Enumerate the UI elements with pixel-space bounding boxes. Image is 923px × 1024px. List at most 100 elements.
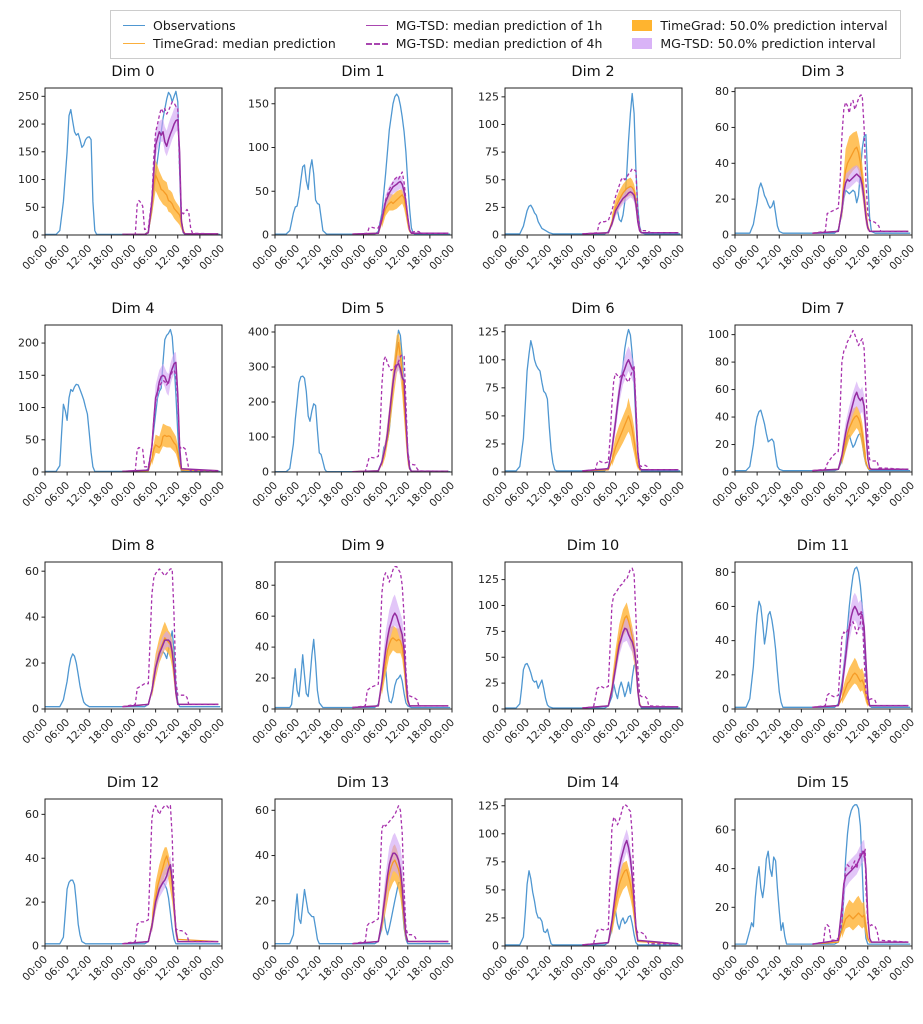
observations-line [45,630,221,708]
subplot-dim-5: Dim 5 0 100 200 300 400 00:00 06:00 12:00 18:00 00… [231,300,461,535]
y-tick-label: 25 [485,438,499,451]
timegrad-interval-band [841,131,868,232]
y-tick-label: 60 [715,383,729,396]
y-tick-label: 75 [485,855,499,868]
y-tick-label: 50 [485,883,499,896]
subplot-title: Dim 5 [341,301,385,317]
subplot-title: Dim 13 [336,775,390,791]
mgtsd-1h-median-line [352,362,449,473]
axes-box [734,798,913,947]
y-tick-label: 0 [262,466,269,479]
x-tick-label: 00:00 [197,243,227,273]
subplot-title: Dim 2 [571,64,615,80]
axes-box [44,87,223,236]
legend-label: MG-TSD: median prediction of 4h [395,36,603,51]
y-tick-label: 40 [255,641,269,654]
y-tick-label: 75 [485,381,499,394]
y-tick-label: 50 [485,409,499,422]
y-tick-label: 0 [492,703,499,716]
mgtsd-4h-median-line [582,803,679,946]
mgtsd-4h-median-line [122,568,219,708]
y-tick-label: 0 [32,229,39,242]
subplot-canvas: 010020030040000:0006:0012:0018:0000:0006… [248,324,457,510]
y-tick-label: 0 [262,229,269,242]
y-tick-label: 40 [715,862,729,875]
observations-line [735,804,911,945]
y-tick-label: 0 [32,703,39,716]
timegrad-interval-band [611,397,638,470]
subplot-title: Dim 8 [111,538,155,554]
y-tick-label: 40 [715,157,729,170]
subplot-canvas: 05010015020025000:0006:0012:0018:0000:00… [18,87,227,273]
axes-box [274,798,453,947]
observations-line [505,662,681,709]
observations-line [275,882,451,945]
observations-line [505,92,681,235]
legend-item-5: MG-TSD: 50.0% prediction interval [632,36,887,51]
timegrad-interval-band [841,895,868,943]
y-tick-label: 0 [722,466,729,479]
mgtsd-interval-band [381,832,406,940]
subplot-title: Dim 15 [796,775,850,791]
subplot-dim-12: Dim 12 0 20 40 60 00:00 06:00 12:00 18:00 00:00 06… [1,774,231,1009]
subplot-dim-7: Dim 7 0 20 40 60 80 100 00:00 06:00 12:00 18:00 00:… [691,300,921,535]
x-tick-label: 00:00 [657,480,687,510]
y-tick-label: 50 [485,651,499,664]
y-tick-label: 50 [25,433,39,446]
mgtsd-1h-median-line [582,627,679,709]
subplot-dim-1: Dim 1 0 50 100 150 00:00 06:00 12:00 18:00 00:00 0… [231,63,461,298]
timegrad-median-line [122,434,219,473]
x-tick-label: 00:00 [887,717,917,747]
mgtsd-4h-median-line [582,567,679,709]
subplot-dim-13: Dim 13 0 20 40 60 00:00 06:00 12:00 18:00 00:00 06… [231,774,461,1009]
mgtsd-interval-band [151,352,180,456]
mgtsd-4h-median-line [812,610,909,708]
timegrad-interval-band [611,602,638,699]
axes-box [504,87,683,236]
legend-line-swatch [123,43,145,44]
mgtsd-4h-median-line [352,171,449,235]
legend-item-3: MG-TSD: median prediction of 4h [365,36,603,51]
subplot-canvas: 025507510012500:0006:0012:0018:0000:0006… [478,324,687,510]
x-tick-label: 00:00 [657,717,687,747]
y-tick-label: 0 [492,940,499,953]
timegrad-median-line [812,672,909,708]
mgtsd-interval-band [611,617,638,699]
subplot-title: Dim 12 [106,775,160,791]
mgtsd-1h-median-line [582,191,679,235]
subplot-dim-8: Dim 8 0 20 40 60 00:00 06:00 12:00 18:00 00:00 06:… [1,537,231,772]
subplot-title: Dim 0 [111,64,155,80]
y-tick-label: 100 [478,827,499,840]
x-tick-label: 00:00 [197,717,227,747]
axes-box [504,561,683,710]
observations-line [735,409,911,472]
subplot-canvas: 025507510012500:0006:0012:0018:0000:0006… [478,798,687,984]
mgtsd-1h-median-line [812,391,909,472]
y-tick-label: 20 [25,657,39,670]
y-tick-label: 150 [248,97,269,110]
subplot-dim-9: Dim 9 0 20 40 60 80 00:00 06:00 12:00 18:00 00:00 0… [231,537,461,772]
x-tick-label: 00:00 [887,243,917,273]
y-tick-label: 100 [478,118,499,131]
subplot-dim-14: Dim 14 0 25 50 75 100 125 00:00 06:00 12:00 18:00 0… [461,774,691,1009]
subplot-canvas: 020406000:0006:0012:0018:0000:0006:0012:… [20,561,227,747]
subplot-canvas: 025507510012500:0006:0012:0018:0000:0006… [478,561,687,747]
y-tick-label: 20 [715,668,729,681]
subplot-dim-11: Dim 11 0 20 40 60 80 00:00 06:00 12:00 18:00 00:00… [691,537,921,772]
observations-line [45,90,221,236]
subplot-title: Dim 14 [566,775,620,791]
y-tick-label: 100 [18,173,39,186]
y-tick-label: 75 [485,625,499,638]
mgtsd-1h-median-line [352,852,449,945]
y-tick-label: 125 [478,573,499,586]
subplot-title: Dim 10 [566,538,620,554]
y-tick-label: 40 [715,411,729,424]
y-tick-label: 0 [722,703,729,716]
axes-box [274,87,453,236]
subplot-dim-10: Dim 10 0 25 50 75 100 125 00:00 06:00 12:00 18:00 0… [461,537,691,772]
timegrad-median-line [582,415,679,472]
observations-line [505,870,681,946]
mgtsd-1h-median-line [812,173,909,234]
legend-patch-swatch [632,20,653,31]
